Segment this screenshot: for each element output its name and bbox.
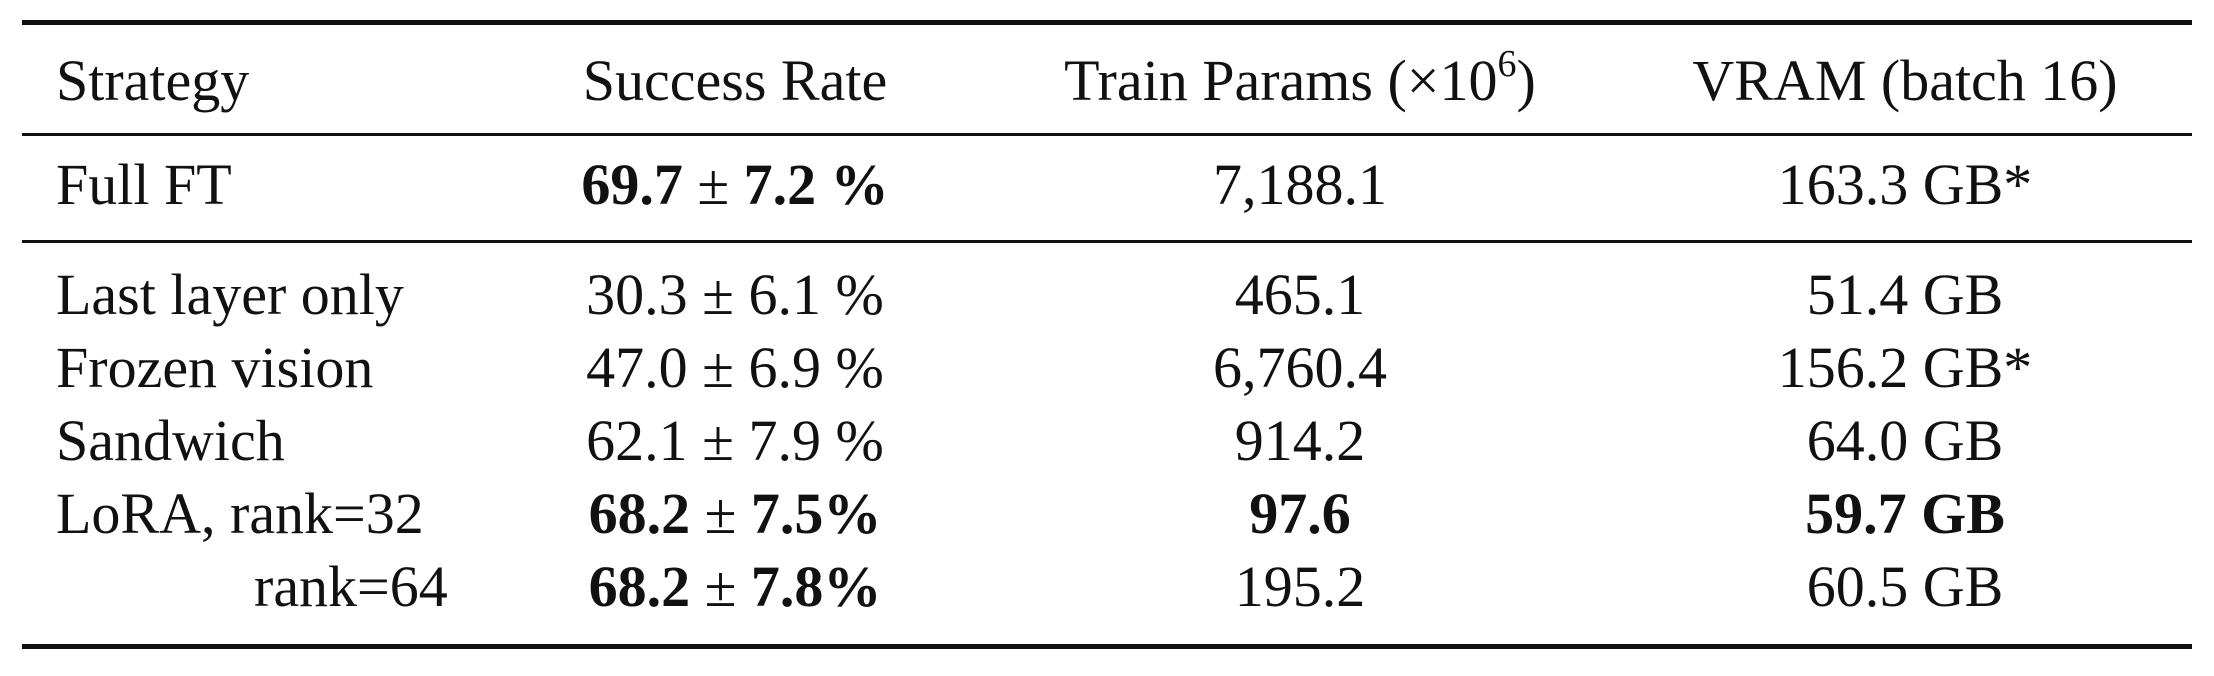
train-params-cell: 6,760.4 — [1213, 335, 1387, 400]
section-rule — [22, 240, 2192, 243]
train-params-cell: 465.1 — [1234, 262, 1366, 327]
strategy-cell: LoRA, rank=32 — [56, 481, 424, 546]
vram-cell: 156.2 GB* — [1777, 335, 2033, 400]
vram-cell: 51.4 GB — [1806, 262, 2004, 327]
header-strategy: Strategy — [56, 48, 250, 113]
table-row: Full FT 69.7 ± 7.2 % 7,188.1 163.3 GB* — [0, 148, 2214, 222]
strategy-cell: Last layer only — [56, 262, 404, 327]
header-train-params: Train Params (×106) — [1064, 43, 1536, 113]
train-params-cell: 97.6 — [1249, 481, 1351, 546]
header-success-rate: Success Rate — [582, 48, 888, 113]
train-params-cell: 914.2 — [1234, 408, 1366, 473]
table-row: LoRA, rank=32 68.2 ± 7.5% 97.6 59.7 GB — [0, 477, 2214, 551]
success-rate-cell: 30.3 ± 6.1 % — [586, 262, 884, 327]
table-row: Frozen vision 47.0 ± 6.9 % 6,760.4 156.2… — [0, 331, 2214, 405]
vram-cell: 64.0 GB — [1806, 408, 2004, 473]
success-rate-cell: 47.0 ± 6.9 % — [586, 335, 884, 400]
header-row: Strategy Success Rate Train Params (×106… — [0, 44, 2214, 118]
train-params-cell: 7,188.1 — [1213, 152, 1387, 217]
strategy-cell: rank=64 — [254, 554, 448, 619]
strategy-cell: Full FT — [56, 152, 232, 217]
header-rule — [22, 133, 2192, 136]
train-params-cell: 195.2 — [1234, 554, 1366, 619]
table-row: rank=64 68.2 ± 7.8% 195.2 60.5 GB — [0, 550, 2214, 624]
success-rate-cell: 62.1 ± 7.9 % — [586, 408, 884, 473]
table-row: Sandwich 62.1 ± 7.9 % 914.2 64.0 GB — [0, 404, 2214, 478]
strategy-cell: Frozen vision — [56, 335, 374, 400]
bottom-rule — [22, 644, 2192, 649]
header-vram: VRAM (batch 16) — [1692, 48, 2118, 113]
vram-cell: 59.7 GB — [1805, 481, 2005, 546]
success-rate-cell: 68.2 ± 7.5% — [588, 481, 882, 546]
vram-cell: 163.3 GB* — [1777, 152, 2033, 217]
vram-cell: 60.5 GB — [1806, 554, 2004, 619]
top-rule — [22, 20, 2192, 25]
strategy-cell: Sandwich — [56, 408, 285, 473]
table-row: Last layer only 30.3 ± 6.1 % 465.1 51.4 … — [0, 258, 2214, 332]
success-rate-cell: 68.2 ± 7.8% — [588, 554, 882, 619]
success-rate-cell: 69.7 ± 7.2 % — [581, 152, 889, 217]
